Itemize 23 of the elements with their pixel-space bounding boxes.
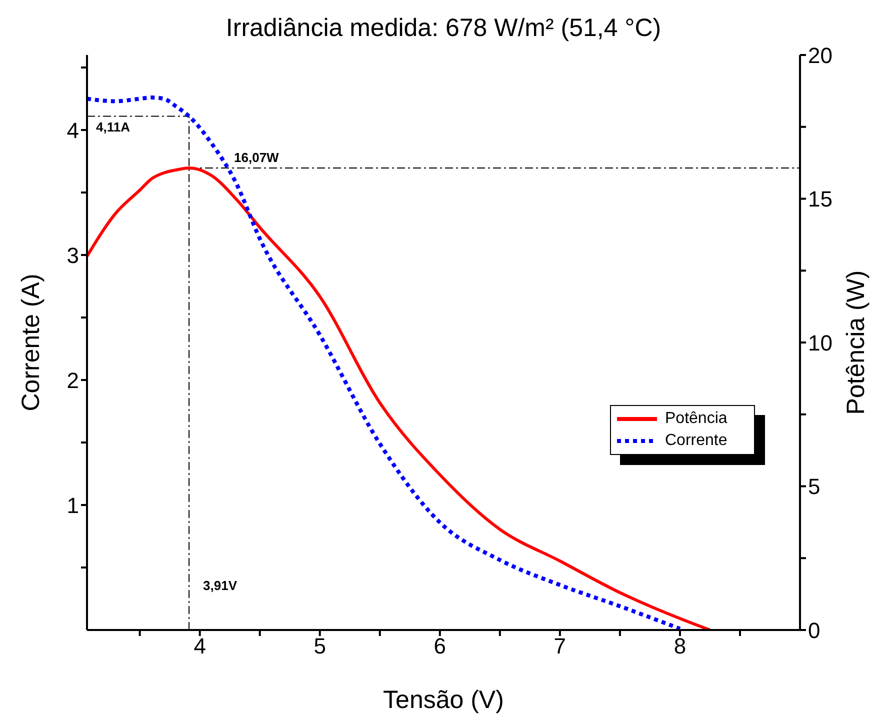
ref-line-label: 3,91V (203, 578, 238, 593)
chart-title: Irradiância medida: 678 W/m² (51,4 °C) (224, 14, 662, 43)
x-tick-label: 8 (674, 634, 686, 659)
ref-line-label: 16,07W (234, 150, 280, 166)
ref-line-label: 4,11A (96, 119, 131, 134)
x-tick-label: 6 (434, 634, 446, 659)
y2-tick-label: 10 (808, 330, 832, 356)
legend-label: Corrente (665, 432, 728, 450)
y2-tick-label: 5 (808, 474, 820, 500)
y2-tick-label: 15 (808, 186, 832, 212)
y-axis-title: Corrente (A) (16, 274, 45, 412)
y-tick-label: 1 (66, 492, 79, 518)
y-tick-label: 4 (66, 118, 79, 143)
y2-axis-title: Potência (W) (842, 270, 870, 415)
y2-tick-label: 0 (808, 618, 820, 643)
x-axis-title: Tensão (V) (383, 686, 504, 714)
x-tick-label: 5 (314, 634, 326, 659)
y2-tick-label: 20 (808, 42, 832, 68)
y-tick-label: 3 (66, 242, 79, 268)
x-tick-label: 7 (554, 634, 566, 659)
y-tick-label: 2 (66, 368, 79, 393)
legend-label: Potência (665, 410, 728, 428)
x-tick-label: 4 (194, 634, 206, 659)
